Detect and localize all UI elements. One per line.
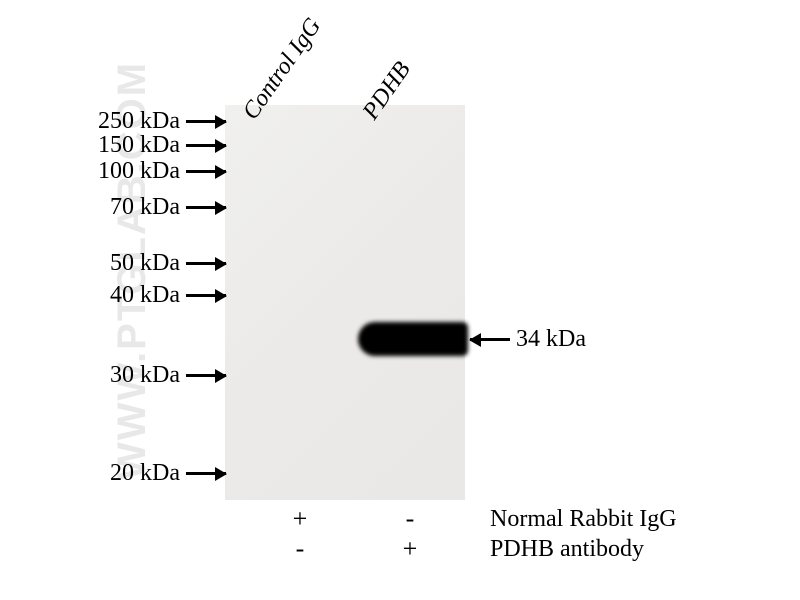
mw-label: 30 kDa — [60, 362, 180, 389]
mw-marker-row: 40 kDa — [60, 282, 226, 309]
pm-row-label: PDHB antibody — [490, 536, 644, 563]
mw-label: 250 kDa — [60, 108, 180, 135]
figure-container: WWW.PTGLAB.COM Control IgG PDHB 250 kDa … — [0, 0, 800, 600]
mw-label: 50 kDa — [60, 250, 180, 277]
arrow-left-icon — [470, 338, 510, 341]
arrow-right-icon — [186, 262, 226, 265]
blot-membrane — [225, 105, 465, 500]
mw-label: 20 kDa — [60, 460, 180, 487]
arrow-right-icon — [186, 144, 226, 147]
detected-band-row: 34 kDa — [470, 326, 586, 353]
arrow-right-icon — [186, 374, 226, 377]
mw-marker-row: 100 kDa — [60, 158, 226, 185]
mw-marker-row: 70 kDa — [60, 194, 226, 221]
detected-band — [358, 322, 468, 356]
mw-label: 70 kDa — [60, 194, 180, 221]
mw-marker-row: 30 kDa — [60, 362, 226, 389]
arrow-right-icon — [186, 472, 226, 475]
arrow-right-icon — [186, 120, 226, 123]
mw-label: 40 kDa — [60, 282, 180, 309]
pm-row-label: Normal Rabbit IgG — [490, 506, 677, 533]
pm-cell: + — [285, 504, 315, 534]
pm-cell: + — [395, 534, 425, 564]
mw-marker-row: 50 kDa — [60, 250, 226, 277]
arrow-right-icon — [186, 206, 226, 209]
arrow-right-icon — [186, 170, 226, 173]
pm-cell: - — [395, 504, 425, 534]
mw-label: 100 kDa — [60, 158, 180, 185]
detected-band-label: 34 kDa — [516, 326, 586, 353]
mw-marker-row: 250 kDa — [60, 108, 226, 135]
mw-label: 150 kDa — [60, 132, 180, 159]
arrow-right-icon — [186, 294, 226, 297]
mw-marker-row: 150 kDa — [60, 132, 226, 159]
pm-cell: - — [285, 534, 315, 564]
mw-marker-row: 20 kDa — [60, 460, 226, 487]
